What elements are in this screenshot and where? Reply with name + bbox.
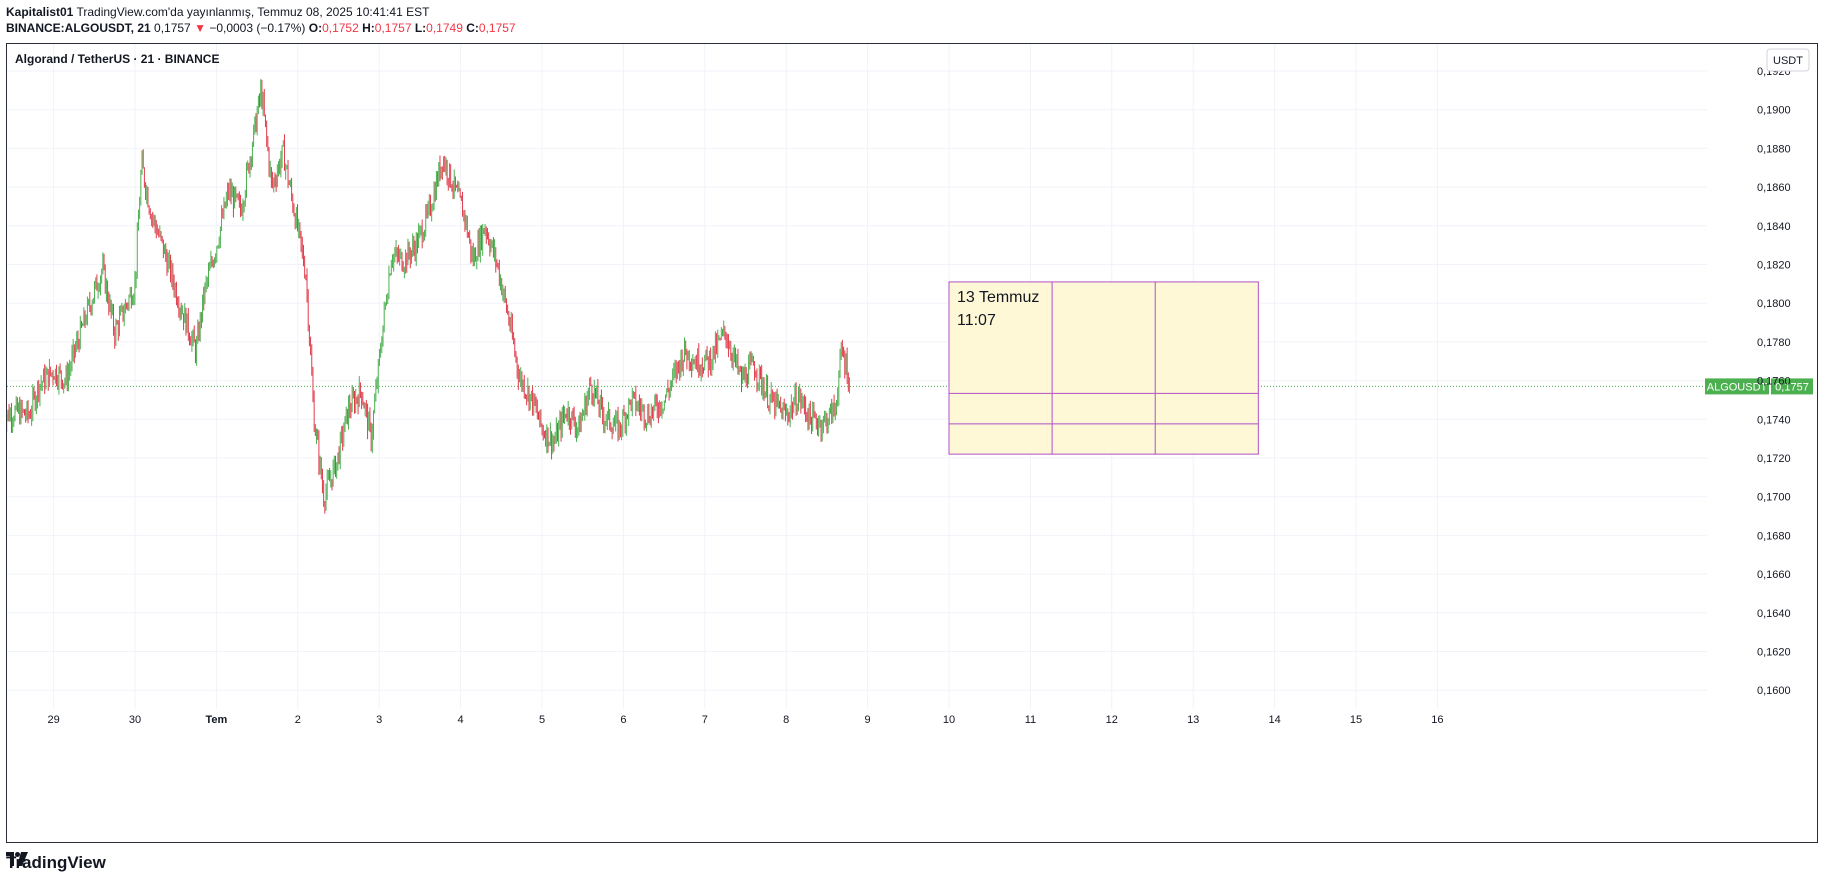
x-tick-label: 5 xyxy=(539,714,545,726)
annotation-time: 11:07 xyxy=(957,312,996,329)
chart-frame: ALGOUSDT 0,1757 13 Temmuz 11:07 0,1920 0,19… xyxy=(6,43,1818,843)
publish-date: TradingView.com'da yayınlanmış, Temmuz 0… xyxy=(76,5,430,19)
price-tag-value: 0,1757 xyxy=(1775,381,1809,393)
y-tick-label: 0,1620 xyxy=(1757,647,1791,659)
chart-title: Algorand / TetherUS · 21 · BINANCE xyxy=(15,52,219,66)
footer: TradingView xyxy=(6,852,106,874)
symbol-tag xyxy=(1705,378,1769,395)
y-tick-label: 0,1680 xyxy=(1757,530,1791,542)
y-tick-label: 0,1720 xyxy=(1757,453,1791,465)
y-tick-label: 0,1900 xyxy=(1757,105,1791,117)
current-price-line-group: ALGOUSDT 0,1757 xyxy=(7,378,1813,395)
x-tick-label: 8 xyxy=(783,714,789,726)
time-axis[interactable]: 29 30 Tem 2 3 4 5 6 7 8 9 10 11 12 13 14 15 16 xyxy=(47,714,1443,726)
y-tick-label: 0,1760 xyxy=(1757,376,1791,388)
y-tick-label: 0,1800 xyxy=(1757,298,1791,310)
x-tick-label: 7 xyxy=(702,714,708,726)
y-tick-label: 0,1860 xyxy=(1757,182,1791,194)
price-tag-symbol: ALGOUSDT xyxy=(1707,381,1768,393)
y-tick-label: 0,1700 xyxy=(1757,492,1791,504)
x-tick-label: 29 xyxy=(47,714,59,726)
tradingview-logo-icon xyxy=(6,852,28,866)
price-tag xyxy=(1771,378,1813,395)
x-tick-label: 3 xyxy=(376,714,382,726)
x-tick-label: 6 xyxy=(620,714,626,726)
y-tick-label: 0,1820 xyxy=(1757,260,1791,272)
last-price: 0,1757 xyxy=(154,21,191,35)
close-value: 0,1757 xyxy=(478,21,516,35)
x-tick-label: 16 xyxy=(1431,714,1443,726)
y-tick-label: 0,1600 xyxy=(1757,685,1791,697)
annotation-box xyxy=(948,281,1259,455)
x-tick-label: 9 xyxy=(865,714,871,726)
symbol-ohlc-line: BINANCE:ALGOUSDT, 21 0,1757 ▼ −0,0003 (−… xyxy=(6,21,516,35)
close-label: C: xyxy=(466,21,479,35)
y-tick-label: 0,1780 xyxy=(1757,337,1791,349)
x-tick-label: 10 xyxy=(943,714,955,726)
open-label: O: xyxy=(308,21,323,35)
high-value: 0,1757 xyxy=(374,21,412,35)
x-tick-label: 13 xyxy=(1187,714,1199,726)
author-name[interactable]: Kapitalist01 xyxy=(6,5,74,19)
x-tick-label: 15 xyxy=(1350,714,1362,726)
y-tick-label: 0,1660 xyxy=(1757,569,1791,581)
currency-badge[interactable]: USDT xyxy=(1766,48,1810,72)
x-tick-label: 4 xyxy=(458,714,464,726)
y-tick-label: 0,1880 xyxy=(1757,143,1791,155)
low-label: L: xyxy=(414,21,427,35)
y-tick-label: 0,1740 xyxy=(1757,414,1791,426)
x-tick-label: Tem xyxy=(205,714,227,726)
price-change: −0,0003 (−0.17%) xyxy=(209,21,306,35)
y-tick-label: 0,1640 xyxy=(1757,608,1791,620)
x-tick-label: 30 xyxy=(129,714,141,726)
x-tick-label: 12 xyxy=(1106,714,1118,726)
x-tick-label: 11 xyxy=(1025,714,1036,726)
open-value: 0,1752 xyxy=(322,21,359,35)
candles xyxy=(7,79,851,514)
x-tick-label: 14 xyxy=(1268,714,1280,726)
annotation-date: 13 Temmuz xyxy=(957,289,1039,306)
down-arrow-icon: ▼ xyxy=(194,21,206,35)
brand-name: TradingView xyxy=(6,853,106,872)
low-value: 0,1749 xyxy=(426,21,463,35)
currency-label: USDT xyxy=(1773,55,1803,67)
y-tick-label: 0,1840 xyxy=(1757,221,1791,233)
high-label: H: xyxy=(362,21,375,35)
publish-info: Kapitalist01 TradingView.com'da yayınlan… xyxy=(6,5,429,19)
date-annotation[interactable]: 13 Temmuz 11:07 xyxy=(948,281,1259,455)
symbol-label: BINANCE:ALGOUSDT, 21 xyxy=(6,21,151,35)
x-tick-label: 2 xyxy=(295,714,301,726)
price-axis[interactable]: 0,19200,19000,18800,18600,18400,18200,18… xyxy=(1757,66,1791,697)
grid xyxy=(7,44,1707,709)
